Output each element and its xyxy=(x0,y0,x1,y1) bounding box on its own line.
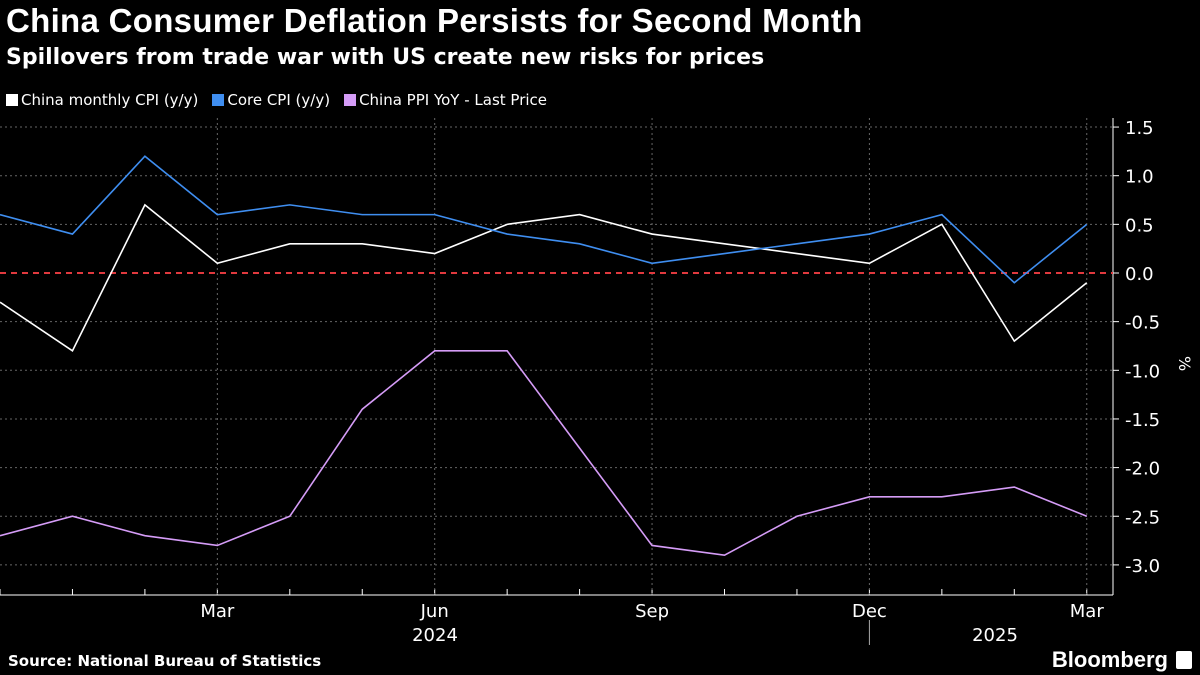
legend-label: China monthly CPI (y/y) xyxy=(21,91,199,109)
chart-title: China Consumer Deflation Persists for Se… xyxy=(6,2,863,39)
x-tick-label: Mar xyxy=(200,601,235,622)
legend-item-cpi: China monthly CPI (y/y) xyxy=(6,91,198,109)
legend-label: China PPI YoY - Last Price xyxy=(359,91,548,109)
source-note: Source: National Bureau of Statistics xyxy=(8,652,322,670)
year-label: 2025 xyxy=(972,625,1018,646)
legend: China monthly CPI (y/y) Core CPI (y/y) C… xyxy=(6,91,547,109)
legend-swatch xyxy=(6,94,18,106)
y-tick-label: -2.0 xyxy=(1125,459,1160,480)
legend-item-ppi: China PPI YoY - Last Price xyxy=(344,91,547,109)
x-tick-label: Jun xyxy=(420,601,449,622)
y-tick-label: -0.5 xyxy=(1125,313,1160,334)
bloomberg-chart-icon xyxy=(1176,651,1192,669)
y-tick-label: 1.0 xyxy=(1125,167,1154,188)
year-label: 2024 xyxy=(412,625,458,646)
legend-swatch xyxy=(344,94,357,106)
y-tick-label: 0.0 xyxy=(1125,264,1154,285)
legend-item-core-cpi: Core CPI (y/y) xyxy=(212,91,330,109)
chart-subtitle: Spillovers from trade war with US create… xyxy=(6,45,765,70)
y-tick-label: 0.5 xyxy=(1125,215,1154,236)
series-line-0 xyxy=(0,203,1088,353)
series-line-1 xyxy=(0,155,1088,284)
legend-swatch xyxy=(212,94,225,106)
y-axis-label: % xyxy=(1175,356,1194,371)
y-tick-label: -1.0 xyxy=(1125,361,1160,382)
y-tick-label: -3.0 xyxy=(1125,556,1160,577)
y-tick-label: -1.5 xyxy=(1125,410,1160,431)
brand-logo: Bloomberg xyxy=(1051,647,1168,672)
legend-label: Core CPI (y/y) xyxy=(227,91,331,109)
y-tick-label: -2.5 xyxy=(1125,507,1160,528)
series-line-2 xyxy=(0,350,1088,556)
x-tick-label: Sep xyxy=(635,601,669,622)
x-tick-label: Dec xyxy=(852,601,887,622)
y-tick-label: 1.5 xyxy=(1125,118,1154,139)
x-tick-label: Mar xyxy=(1070,601,1105,622)
